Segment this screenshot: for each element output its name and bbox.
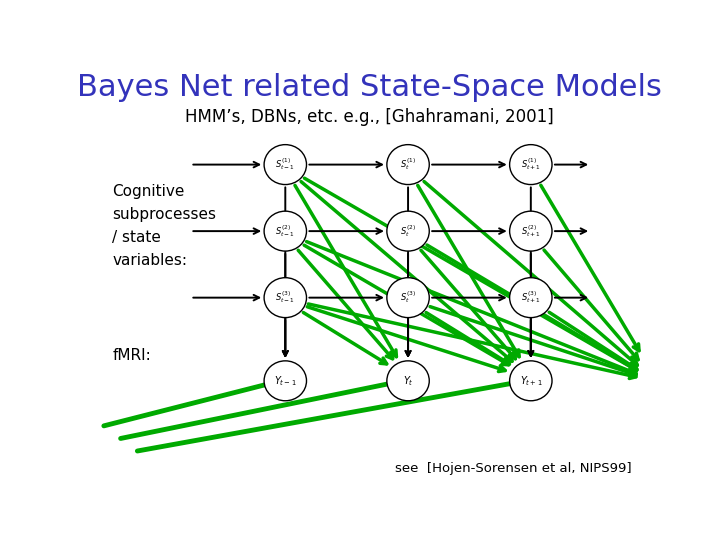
Text: $S^{(2)}_{t-1}$: $S^{(2)}_{t-1}$: [275, 224, 295, 239]
Text: HMM’s, DBNs, etc. e.g., [Ghahramani, 2001]: HMM’s, DBNs, etc. e.g., [Ghahramani, 200…: [184, 108, 554, 126]
Ellipse shape: [387, 361, 429, 401]
Ellipse shape: [510, 211, 552, 251]
Ellipse shape: [264, 145, 307, 185]
Text: Bayes Net related State-Space Models: Bayes Net related State-Space Models: [76, 73, 662, 102]
Ellipse shape: [387, 211, 429, 251]
Text: see  [Hojen-Sorensen et al, NIPS99]: see [Hojen-Sorensen et al, NIPS99]: [395, 462, 631, 475]
Text: $S^{(2)}_{t+1}$: $S^{(2)}_{t+1}$: [521, 224, 541, 239]
Text: $S^{(3)}_{t}$: $S^{(3)}_{t}$: [400, 290, 416, 306]
Text: $S^{(1)}_{t-1}$: $S^{(1)}_{t-1}$: [275, 157, 295, 172]
Text: $Y_{t+1}$: $Y_{t+1}$: [520, 374, 542, 388]
Ellipse shape: [387, 278, 429, 318]
Text: fMRI:: fMRI:: [112, 348, 151, 363]
Ellipse shape: [510, 361, 552, 401]
Ellipse shape: [264, 278, 307, 318]
Text: $S^{(2)}_{t}$: $S^{(2)}_{t}$: [400, 224, 416, 239]
Ellipse shape: [387, 145, 429, 185]
Text: $S^{(3)}_{t+1}$: $S^{(3)}_{t+1}$: [521, 290, 541, 306]
Ellipse shape: [510, 145, 552, 185]
Ellipse shape: [510, 278, 552, 318]
Ellipse shape: [264, 361, 307, 401]
Text: subprocesses: subprocesses: [112, 207, 216, 222]
Text: $S^{(1)}_{t+1}$: $S^{(1)}_{t+1}$: [521, 157, 541, 172]
Text: $Y_{t}$: $Y_{t}$: [402, 374, 413, 388]
Text: $Y_{t-1}$: $Y_{t-1}$: [274, 374, 297, 388]
Text: $S^{(3)}_{t-1}$: $S^{(3)}_{t-1}$: [275, 290, 295, 306]
Text: / state: / state: [112, 230, 161, 245]
Text: Cognitive: Cognitive: [112, 184, 185, 199]
Text: variables:: variables:: [112, 253, 187, 268]
Ellipse shape: [264, 211, 307, 251]
Text: $S^{(1)}_{t}$: $S^{(1)}_{t}$: [400, 157, 416, 172]
